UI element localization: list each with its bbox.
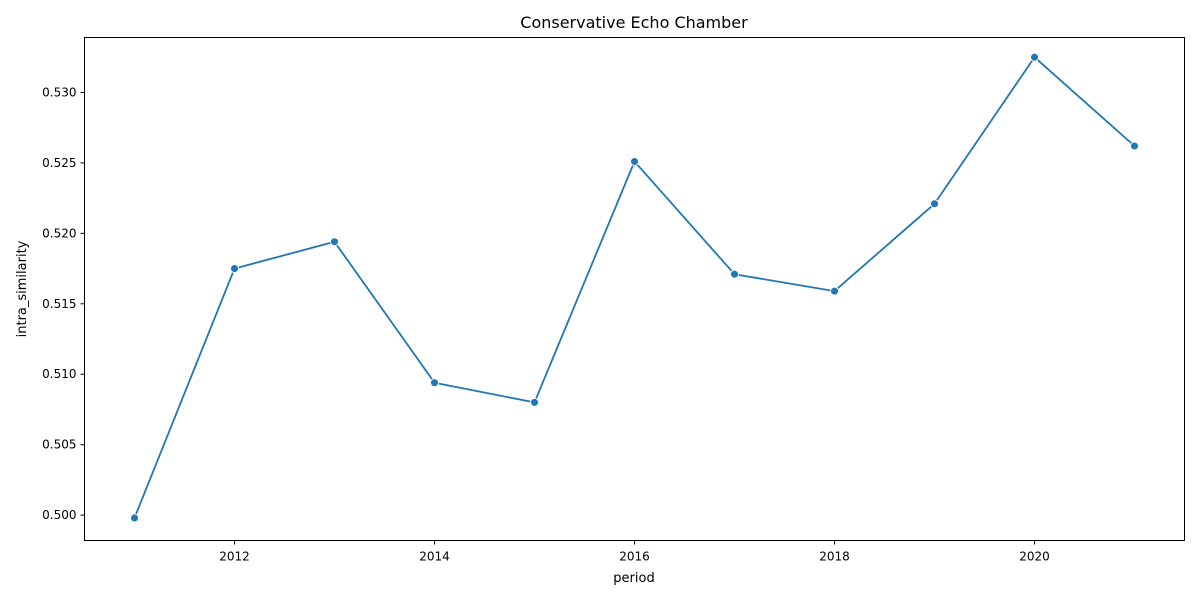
y-axis-label: intra_similarity bbox=[15, 240, 30, 337]
y-tick-label: 0.510 bbox=[42, 367, 76, 381]
data-point bbox=[630, 157, 639, 166]
y-tick-label: 0.530 bbox=[42, 85, 76, 99]
data-point bbox=[1130, 141, 1139, 151]
x-axis-label: period bbox=[613, 571, 654, 586]
y-tick-label: 0.515 bbox=[42, 297, 76, 311]
data-point bbox=[430, 378, 439, 388]
plot-frame bbox=[84, 37, 1185, 541]
x-tick-label: 2016 bbox=[619, 550, 650, 564]
x-axis: 2012 2014 2016 2018 2020 bbox=[219, 540, 1050, 564]
data-point bbox=[130, 513, 139, 523]
data-point bbox=[730, 269, 739, 279]
data-point bbox=[530, 397, 539, 407]
data-point bbox=[930, 199, 939, 209]
series-layer bbox=[130, 52, 1139, 523]
data-point bbox=[330, 237, 339, 247]
chart-title: Conservative Echo Chamber bbox=[520, 13, 748, 32]
series-line bbox=[133, 56, 1136, 519]
x-tick-label: 2020 bbox=[1019, 550, 1050, 564]
data-point bbox=[1030, 52, 1039, 62]
y-tick-label: 0.520 bbox=[42, 226, 76, 240]
data-point bbox=[230, 264, 239, 274]
y-tick-label: 0.525 bbox=[42, 156, 76, 170]
y-tick-label: 0.505 bbox=[42, 438, 76, 452]
x-tick-label: 2018 bbox=[819, 550, 850, 564]
x-tick-label: 2014 bbox=[419, 550, 450, 564]
x-tick-label: 2012 bbox=[219, 550, 250, 564]
y-tick-label: 0.500 bbox=[42, 508, 76, 522]
data-point bbox=[830, 286, 839, 296]
y-axis: 0.500 0.505 0.510 0.515 0.520 0.525 0.530 bbox=[42, 85, 85, 522]
